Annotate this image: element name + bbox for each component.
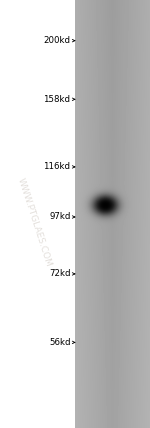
Text: 97kd: 97kd xyxy=(49,212,70,222)
Text: 56kd: 56kd xyxy=(49,338,70,347)
Text: 158kd: 158kd xyxy=(44,95,70,104)
Text: 116kd: 116kd xyxy=(44,162,70,172)
Text: 72kd: 72kd xyxy=(49,269,70,279)
Text: 200kd: 200kd xyxy=(44,36,70,45)
Text: WWW.PTGLAES.COM: WWW.PTGLAES.COM xyxy=(16,177,53,268)
